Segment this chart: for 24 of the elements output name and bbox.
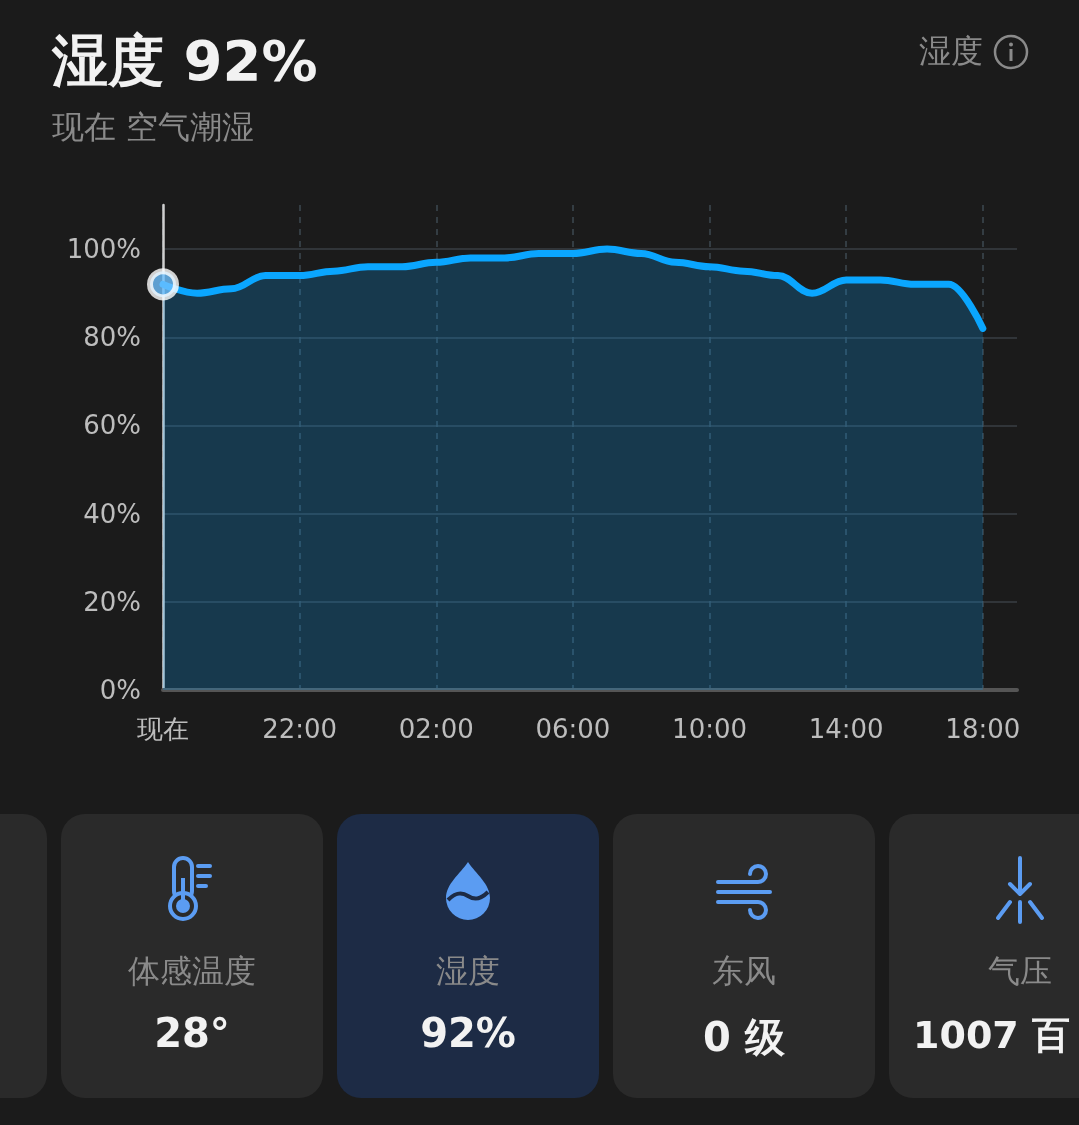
x-tick-label: 18:00 [945,714,1021,744]
x-tick-label: 10:00 [672,714,748,744]
y-tick-label: 100% [66,234,141,265]
y-tick-label: 20% [83,586,141,617]
x-tick-label: 14:00 [808,714,884,744]
text: 28° [153,1010,231,1056]
y-tick-label: 80% [83,322,141,353]
text: 体感温度 [127,951,257,992]
text: 湿度 [919,31,983,72]
x-tick-label: 02:00 [398,714,474,744]
x-tick-label: 22:00 [262,714,338,744]
y-tick-label: 60% [83,410,141,441]
text: 0 级 [702,1013,786,1062]
chart-subtitle: 现在 空气潮湿 [52,107,255,148]
x-tick-label: 现在 [137,714,189,744]
text: 湿度 [435,951,501,992]
text: 1007 百 [913,1012,1071,1059]
text: 92% [419,1010,517,1056]
y-tick-label: 0% [99,675,141,705]
x-tick-label: 06:00 [535,714,611,744]
text: 气压 [987,951,1053,992]
chart-title: 湿度 92% [52,27,318,95]
text: 东风 [711,951,777,992]
y-tick-label: 40% [83,498,141,529]
